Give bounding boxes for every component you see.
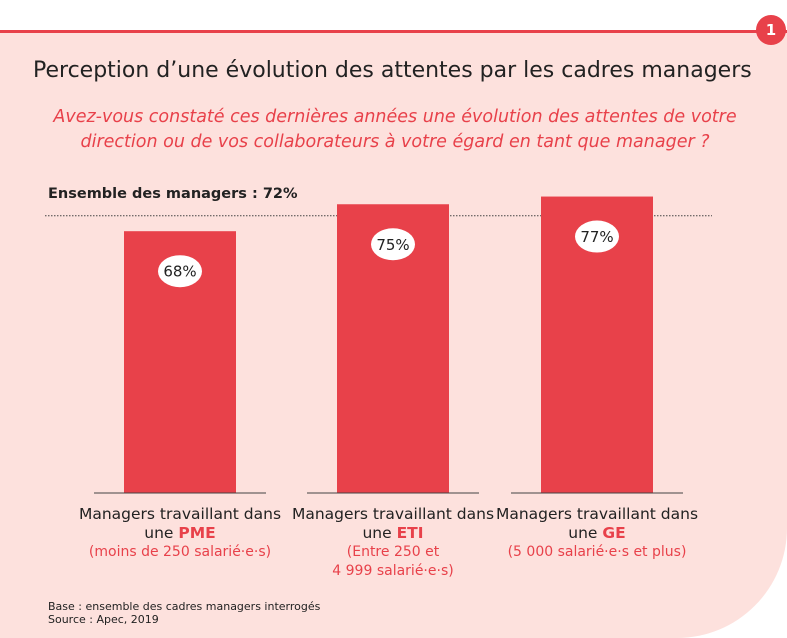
value-label-bg (371, 228, 415, 261)
value-label: 77% (580, 228, 613, 246)
value-label-bg (158, 255, 202, 288)
category-note: 4 999 salarié·e·s) (332, 563, 454, 579)
reference-label: Ensemble des managers : 72% (48, 186, 298, 202)
category-label: Managers travaillant dans une PME (moins … (75, 505, 285, 562)
notes: Base : ensemble des cadres managers inte… (48, 600, 320, 626)
category-prefix: Managers travaillant dans une (495, 505, 699, 542)
value-label: 75% (376, 236, 409, 254)
category-name: PME (178, 524, 216, 542)
category-name: ETI (396, 524, 424, 542)
category-label: Managers travaillant dans une ETI (Entre … (288, 505, 498, 581)
category-label: Managers travaillant dans une GE (5 000 s… (492, 505, 702, 562)
value-label: 68% (163, 263, 196, 281)
chart-title: Perception d’une évolution des attentes … (33, 58, 752, 83)
category-prefix: Managers travaillant dans une (78, 505, 282, 542)
category-prefix: Managers travaillant dans une (291, 505, 495, 542)
category-name: GE (602, 524, 626, 542)
note: Base : ensemble des cadres managers inte… (48, 600, 321, 613)
category-note: (5 000 salarié·e·s et plus) (507, 544, 687, 560)
note: Source : Apec, 2019 (48, 613, 159, 626)
chart-subtitle: Avez-vous constaté ces dernières années … (53, 107, 737, 152)
category-note: (Entre 250 et (346, 544, 440, 560)
value-label-bg (575, 220, 619, 253)
category-note: (moins de 250 salarié·e·s) (88, 544, 272, 560)
badge: 1 (756, 15, 786, 45)
